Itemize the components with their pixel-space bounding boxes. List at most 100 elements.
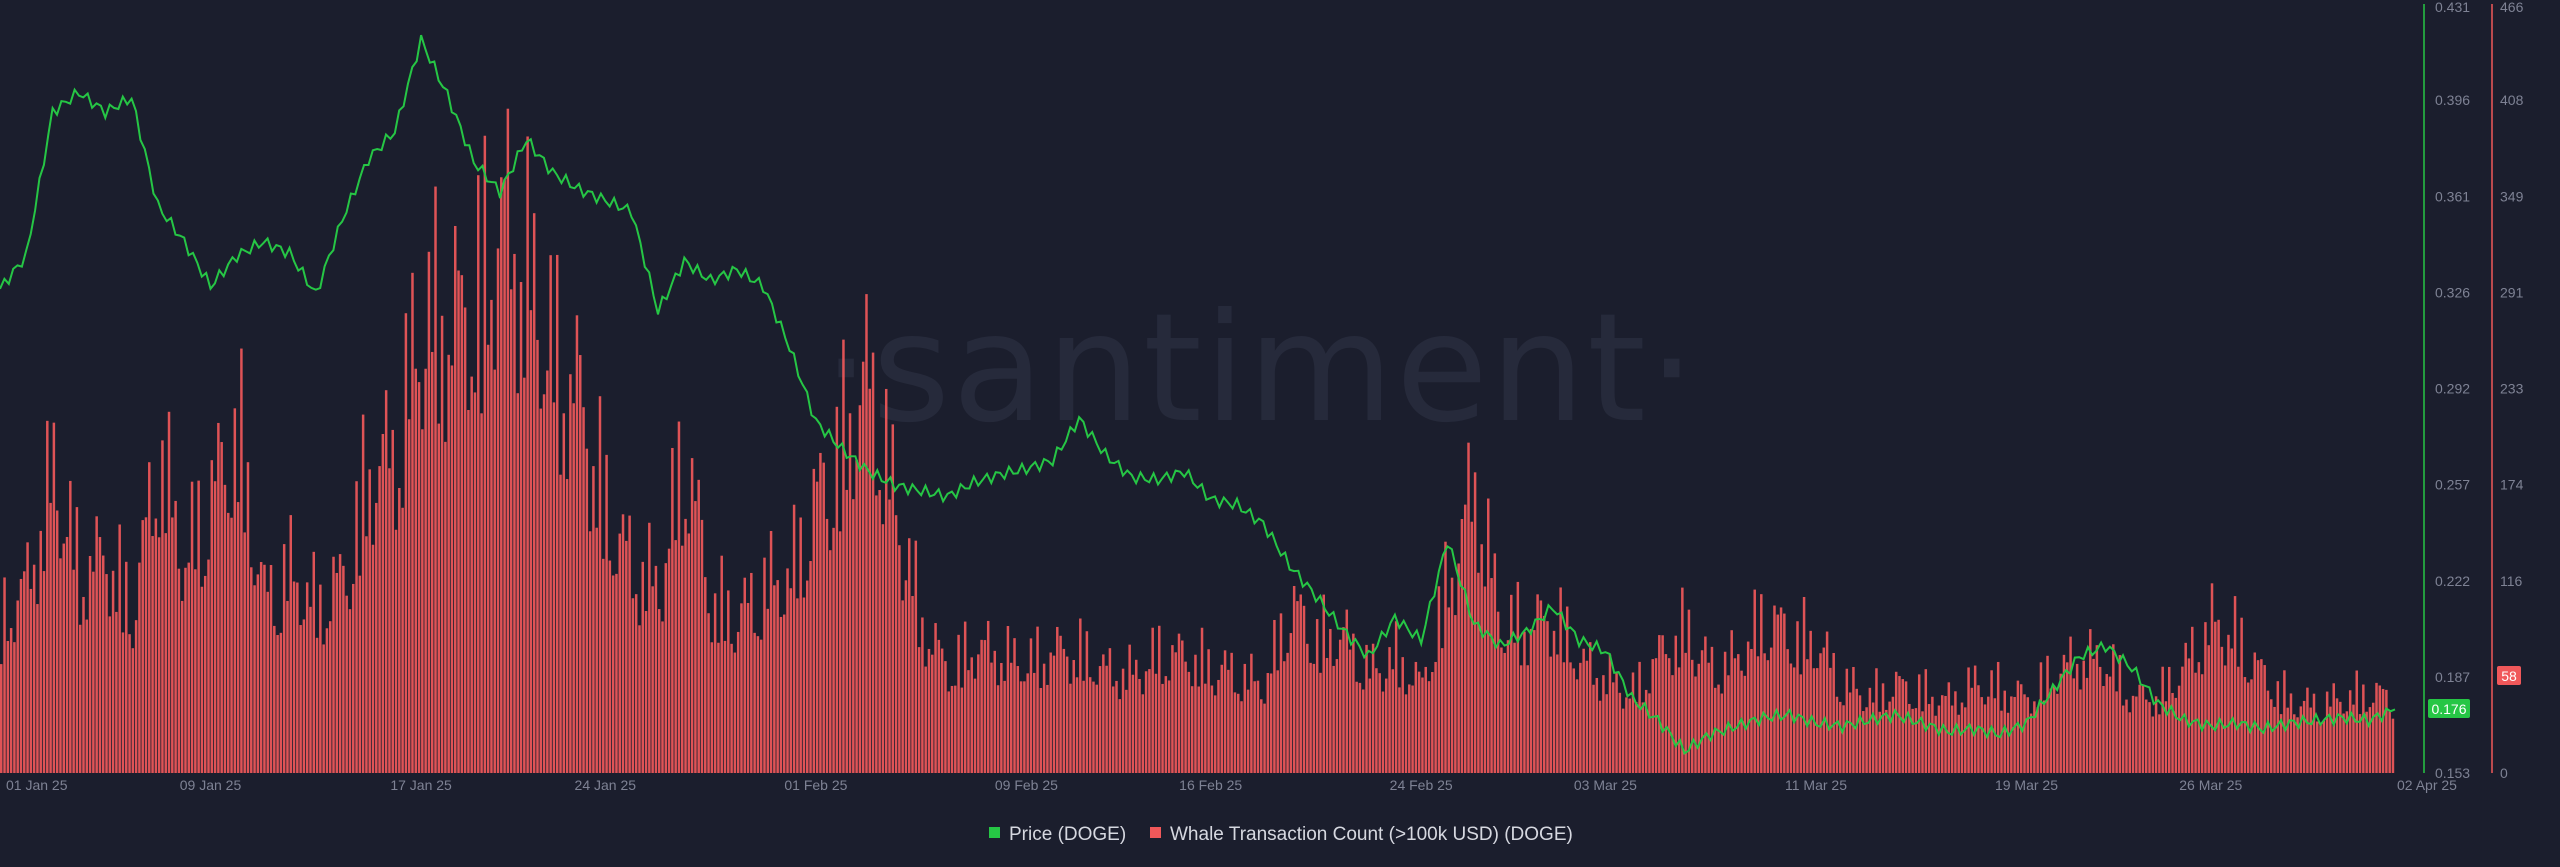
whale-bar (1723, 651, 1727, 773)
whale-bar (342, 565, 345, 773)
whale-bar (2286, 707, 2289, 773)
whale-bar (1457, 563, 1460, 773)
whale-bar (26, 542, 29, 773)
whale-bar (1440, 648, 1444, 773)
whale-bar (365, 536, 368, 773)
whale-bar (674, 540, 677, 773)
whale-bar (2348, 690, 2352, 773)
date-tick-label: 16 Feb 25 (1179, 777, 1242, 793)
whale-bar (2263, 665, 2266, 773)
whale-bar (786, 568, 789, 773)
whale-bar (1098, 666, 1102, 773)
whale-bar (1111, 686, 1115, 773)
whale-bar (1973, 665, 1977, 773)
whale-bar (263, 564, 266, 773)
whale-bar (3, 577, 6, 773)
whale-bar (384, 390, 388, 773)
whale-bar (588, 531, 592, 773)
whale-bar (174, 500, 177, 773)
whale-bar (1062, 648, 1066, 773)
whale-bar (92, 571, 95, 773)
whale-bar (832, 527, 835, 773)
whale-bar (1960, 702, 1964, 773)
whale-bar (592, 466, 595, 773)
whale-bar (1911, 708, 1914, 773)
whale-bar (1707, 662, 1710, 773)
whale-bar (1302, 605, 1306, 773)
whale-bar (1569, 662, 1572, 773)
whale-bar (227, 512, 230, 773)
whale-bar (111, 570, 115, 773)
whale-bar (1401, 657, 1404, 773)
whale-bar (1888, 701, 1891, 773)
whale-bar (2358, 714, 2362, 773)
whale-bar (509, 289, 513, 773)
whale-bar (1934, 715, 1937, 773)
whale-bar (848, 413, 852, 773)
whale-bar (1437, 586, 1441, 773)
whale-bar (2194, 672, 2197, 773)
whale-bar (470, 376, 473, 773)
whale-bar (983, 640, 987, 773)
whale-bar (809, 561, 812, 773)
whale-bar (2269, 699, 2273, 773)
date-axis-ticks: 01 Jan 25 09 Jan 25 17 Jan 25 24 Jan 25 01 F… (6, 777, 2457, 793)
whale-bar (970, 657, 973, 773)
legend-item-whale[interactable]: Whale Transaction Count (>100k USD) (DOG… (1150, 824, 1573, 845)
whale-bar (776, 580, 779, 773)
whale-bar (6, 640, 10, 773)
whale-bar (460, 275, 464, 773)
whale-bar (1013, 638, 1016, 773)
whale-bar (1306, 643, 1309, 773)
whale-bar (2207, 645, 2210, 773)
whale-bar (171, 517, 174, 773)
whale-bar (858, 405, 862, 773)
whale-bar (1937, 705, 1941, 773)
whale-bar (1181, 640, 1184, 773)
whale-bar (973, 678, 977, 773)
whale-bar (319, 584, 322, 773)
whale-bar (730, 643, 733, 773)
whale-bar (2184, 642, 2187, 773)
whale-bar (355, 481, 358, 773)
whale-bar (1717, 684, 1720, 773)
whale-bar (1658, 635, 1661, 773)
whale-bar (1967, 667, 1970, 773)
whale-bar (875, 495, 878, 773)
whale-bar (207, 559, 210, 773)
whale-bar (2368, 707, 2372, 773)
whale-bar (1345, 609, 1349, 773)
whale-bar (884, 388, 888, 773)
whale-bar (2115, 691, 2118, 773)
whale-bar (1042, 663, 1046, 773)
whale-bar (1539, 600, 1543, 773)
whale-bar (575, 315, 579, 773)
whale-bar (904, 580, 908, 773)
whale-bar (1460, 519, 1464, 773)
whale-bar (1332, 665, 1335, 773)
whale-bar (210, 460, 214, 773)
date-tick-label: 01 Feb 25 (784, 777, 847, 793)
whale-bar (1990, 670, 1993, 773)
whale-bar (1671, 675, 1674, 773)
whale-bar (967, 670, 970, 773)
whale-bar (766, 608, 770, 773)
whale-bar (62, 543, 65, 773)
whale-bar (2391, 718, 2395, 773)
whale-bar (733, 652, 737, 773)
legend-item-price[interactable]: Price (DOGE) (989, 824, 1126, 845)
whale-bar (352, 583, 355, 773)
whale-bar (414, 368, 418, 773)
whale-bar (1217, 679, 1220, 773)
whale-bar (2066, 662, 2069, 773)
price-tick-label: 0.326 (2435, 284, 2470, 300)
whale-bar (911, 596, 914, 773)
whale-bar (1661, 635, 1664, 773)
whale-bar (1233, 692, 1237, 773)
whale-bar (1789, 663, 1793, 773)
whale-bar (1361, 689, 1365, 773)
whale-bar (1681, 587, 1684, 773)
whale-bar (358, 575, 362, 773)
whale-bar (546, 370, 549, 773)
whale-bar (2296, 717, 2299, 773)
